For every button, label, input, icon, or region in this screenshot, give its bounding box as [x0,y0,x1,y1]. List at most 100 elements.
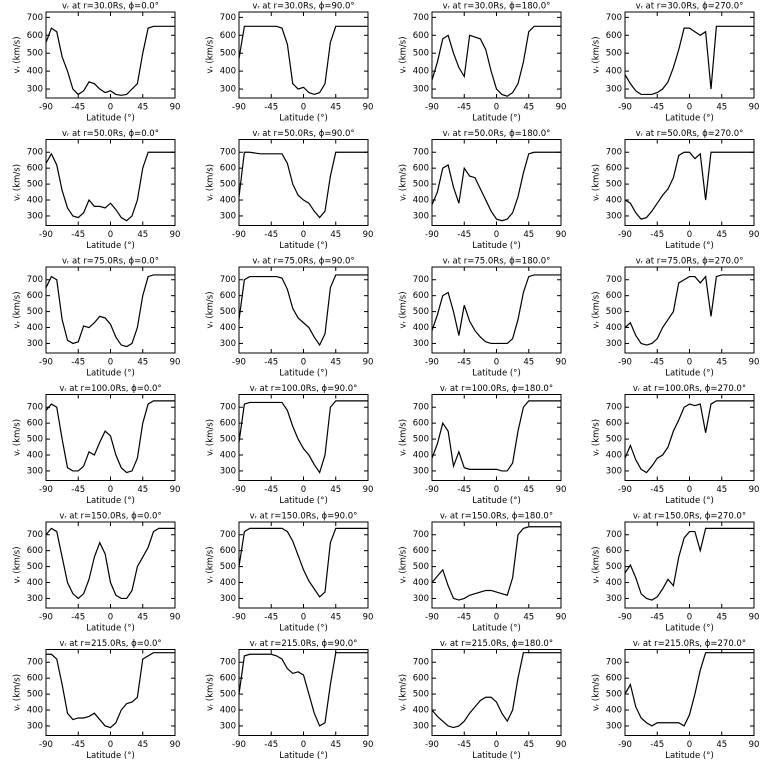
y-tick-label: 500 [27,180,43,190]
x-tick-label: 45 [137,740,148,750]
y-tick-label: 300 [413,211,429,221]
y-tick-label: 500 [220,435,236,445]
x-tick-label: -90 [425,230,439,240]
panel-title: vᵣ at r=75.0Rs, ϕ=180.0° [443,257,551,267]
x-tick-label: 0 [108,740,113,750]
x-tick-label: -45 [264,613,278,623]
y-axis-label: vᵣ (km/s) [592,546,602,583]
x-tick-label: -45 [650,613,664,623]
x-tick-label: 0 [494,358,499,368]
panel: vᵣ at r=150.0Rs, ϕ=90.0° -90 -45 0 45 90 300 40… [206,512,374,634]
y-tick-label: 700 [413,403,429,413]
x-axis-label: Latitude (°) [665,114,714,124]
y-tick-label: 700 [220,13,236,23]
panel-title: vᵣ at r=150.0Rs, ϕ=270.0° [633,512,746,522]
panel-title: vᵣ at r=30.0Rs, ϕ=180.0° [443,2,551,12]
y-tick-label: 700 [606,275,622,285]
y-tick-label: 600 [27,546,43,556]
x-tick-label: -90 [618,740,632,750]
x-tick-label: -90 [232,613,246,623]
x-tick-label: 45 [137,230,148,240]
y-tick-label: 600 [413,31,429,41]
x-tick-label: -90 [232,485,246,495]
y-tick-label: 300 [606,85,622,95]
x-tick-label: 45 [330,613,341,623]
data-line [431,400,561,472]
y-axis-label: vᵣ (km/s) [399,164,409,201]
x-tick-label: 45 [330,230,341,240]
y-tick-label: 500 [220,690,236,700]
x-axis-label: Latitude (°) [472,241,521,251]
y-tick-label: 300 [606,211,622,221]
x-tick-label: 0 [494,740,499,750]
y-tick-label: 700 [413,530,429,540]
y-tick-label: 600 [220,291,236,301]
y-tick-label: 600 [27,419,43,429]
y-tick-label: 500 [413,690,429,700]
x-tick-label: 0 [494,485,499,495]
x-axis-label: Latitude (°) [279,751,328,761]
y-tick-label: 600 [220,546,236,556]
x-tick-label: -45 [71,485,85,495]
panel-title: vᵣ at r=50.0Rs, ϕ=0.0° [62,129,159,139]
x-tick-label: 0 [687,103,692,113]
panel-title: vᵣ at r=100.0Rs, ϕ=180.0° [440,384,553,394]
y-tick-label: 700 [27,658,43,668]
plot-frame [45,11,176,99]
x-tick-label: 90 [363,358,374,368]
y-tick-label: 300 [413,721,429,731]
panel: vᵣ at r=75.0Rs, ϕ=0.0° -90 -45 0 45 90 300 400 5… [13,257,181,379]
x-tick-label: 45 [137,358,148,368]
data-line [45,151,175,222]
y-tick-label: 400 [413,196,429,206]
x-tick-label: -45 [457,103,471,113]
x-tick-label: 0 [687,740,692,750]
x-tick-label: -45 [650,740,664,750]
panel: vᵣ at r=75.0Rs, ϕ=180.0° -90 -45 0 45 90 300 40… [399,257,567,379]
y-tick-label: 600 [413,674,429,684]
x-axis-label: Latitude (°) [472,369,521,379]
x-tick-label: -90 [425,740,439,750]
plot-frame [624,394,755,481]
y-axis-label: vᵣ (km/s) [399,674,409,711]
x-tick-label: -45 [71,740,85,750]
y-tick-label: 700 [413,658,429,668]
data-line [624,527,754,601]
y-tick-label: 400 [27,323,43,333]
y-tick-label: 500 [413,49,429,59]
x-tick-label: 0 [301,485,306,495]
y-tick-label: 700 [413,13,429,23]
x-tick-label: -45 [71,358,85,368]
panel-title: vᵣ at r=215.0Rs, ϕ=270.0° [633,639,746,649]
plot-frame [624,11,755,99]
y-tick-label: 400 [220,451,236,461]
plot-frame [624,649,755,736]
y-axis-label: vᵣ (km/s) [206,419,216,456]
x-tick-label: -45 [71,103,85,113]
panel-title: vᵣ at r=30.0Rs, ϕ=270.0° [636,2,744,12]
y-tick-label: 400 [413,323,429,333]
data-line [624,151,754,220]
x-axis-label: Latitude (°) [472,496,521,506]
x-tick-label: 0 [687,358,692,368]
x-tick-label: 90 [170,485,181,495]
y-tick-label: 600 [606,546,622,556]
x-tick-label: 45 [716,740,727,750]
panel-title: vᵣ at r=50.0Rs, ϕ=180.0° [443,129,551,139]
panel-title: vᵣ at r=215.0Rs, ϕ=0.0° [59,639,161,649]
x-axis-label: Latitude (°) [665,751,714,761]
y-tick-label: 600 [606,291,622,301]
y-tick-label: 600 [606,674,622,684]
plot-frame [238,649,369,736]
y-axis-label: vᵣ (km/s) [399,291,409,328]
panel-title: vᵣ at r=215.0Rs, ϕ=90.0° [250,639,358,649]
y-tick-label: 500 [606,180,622,190]
x-tick-label: -90 [618,358,632,368]
y-tick-label: 600 [27,31,43,41]
data-line [238,400,368,474]
data-line [238,274,368,347]
data-line [431,151,561,222]
y-tick-label: 500 [606,690,622,700]
y-axis-label: vᵣ (km/s) [592,36,602,73]
data-line [431,25,561,97]
